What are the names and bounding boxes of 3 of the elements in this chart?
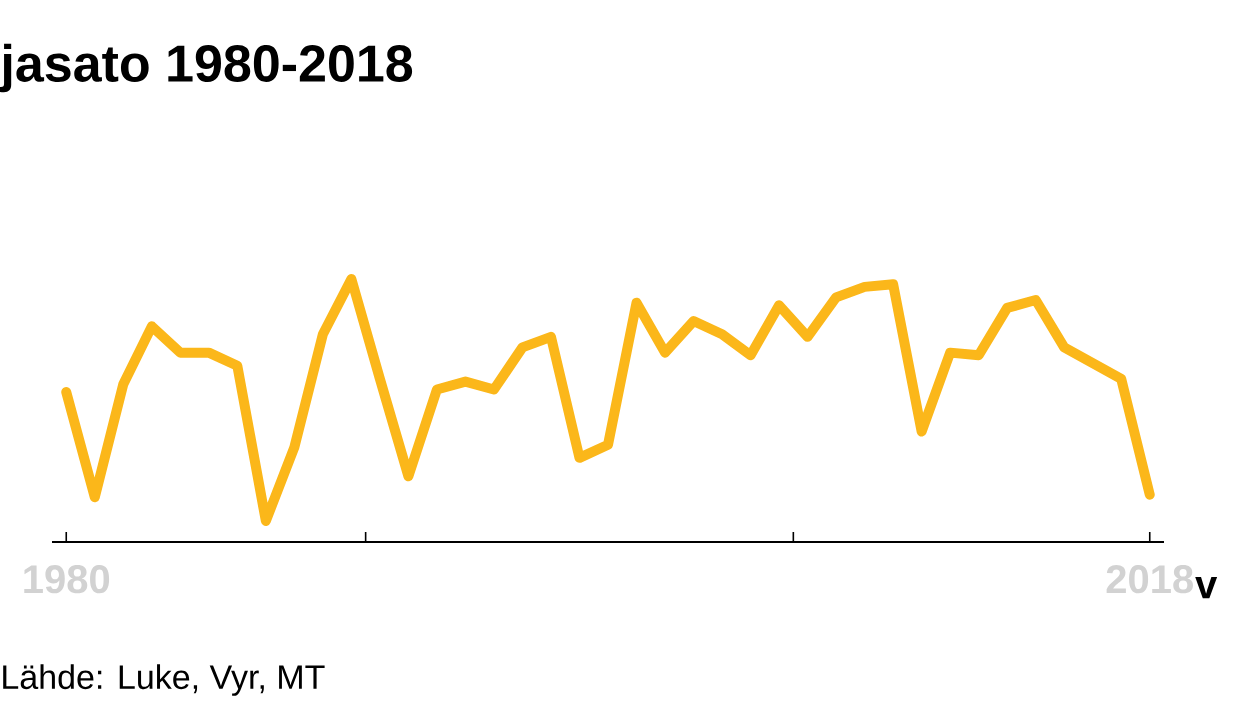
- x-axis-title: v: [1195, 577, 1218, 599]
- text: Lähde: Luke, Vyr, MT: [3, 664, 325, 696]
- chart-title: jasato 1980-2018: [0, 43, 413, 93]
